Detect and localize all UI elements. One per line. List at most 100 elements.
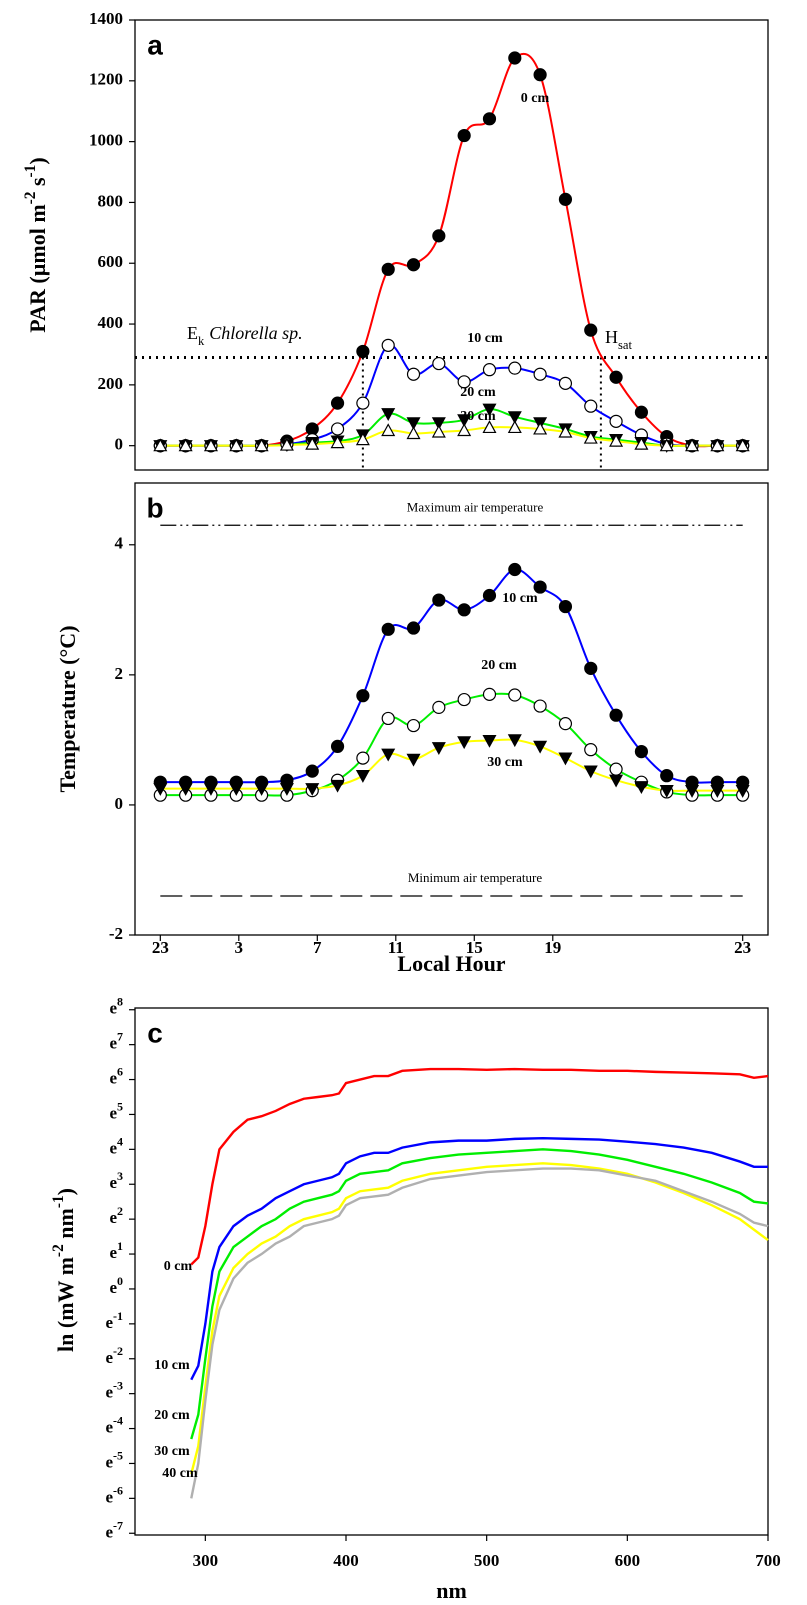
x-tick-label: 19 [544, 938, 561, 957]
y-tick-label: e-5 [105, 1448, 123, 1471]
tick-exponent: 3 [117, 1169, 123, 1183]
marker [406, 621, 421, 635]
series-line [160, 52, 743, 448]
marker [381, 622, 395, 636]
marker [330, 435, 345, 449]
x-tick-label: 15 [466, 938, 483, 957]
marker [634, 744, 649, 759]
tick-base: e [105, 1417, 113, 1436]
text-part: E [187, 323, 198, 343]
tick-base: e [109, 1208, 117, 1227]
tick-base: e [109, 1243, 117, 1262]
marker [533, 421, 548, 435]
marker [558, 599, 573, 614]
marker [685, 438, 700, 452]
tick-base: e [109, 999, 117, 1018]
marker [203, 438, 218, 452]
text-shifted: sat [618, 338, 632, 352]
hsat-label: Hsat [605, 327, 632, 352]
tick-exponent: 6 [117, 1064, 123, 1078]
marker [381, 748, 396, 762]
marker [609, 762, 623, 776]
marker [432, 356, 446, 371]
series-label: 40 cm [162, 1466, 198, 1481]
marker [431, 417, 446, 431]
marker [457, 414, 472, 428]
tick-exponent: 7 [117, 1029, 123, 1043]
tick-exponent: 4 [117, 1134, 123, 1148]
marker [356, 689, 370, 703]
series-label: 0 cm [164, 1259, 193, 1274]
marker [508, 688, 522, 702]
marker [482, 363, 497, 377]
y-tick-label: -2 [109, 924, 123, 943]
marker [735, 438, 750, 452]
marker [432, 229, 446, 243]
text-part: s [25, 177, 50, 192]
y-tick-label: e8 [109, 994, 123, 1017]
marker [609, 774, 624, 788]
y-axis-title: PAR (µmol m-2 s-1) [22, 157, 50, 332]
marker [153, 783, 168, 796]
y-tick-label: e0 [109, 1274, 123, 1297]
reference-label: Maximum air temperature [407, 499, 544, 514]
marker [381, 408, 396, 422]
marker [381, 262, 395, 276]
marker [457, 375, 471, 389]
marker [203, 783, 218, 796]
series-label: 20 cm [481, 658, 517, 673]
marker [482, 687, 497, 701]
marker [356, 344, 370, 359]
y-tick-label: 2 [115, 664, 124, 683]
marker [558, 424, 573, 438]
tick-exponent: -7 [113, 1518, 123, 1532]
plot-frame [134, 1007, 769, 1536]
marker [634, 405, 649, 419]
marker [432, 700, 446, 714]
x-tick-label: 11 [388, 938, 404, 957]
marker [153, 438, 168, 452]
marker [507, 420, 522, 434]
series-label: 30 cm [487, 755, 523, 770]
marker [634, 781, 649, 794]
marker [482, 734, 497, 748]
tick-base: e [105, 1452, 113, 1471]
series-line [160, 568, 743, 784]
marker [330, 739, 345, 753]
marker [533, 580, 547, 594]
marker [305, 783, 320, 796]
marker [710, 438, 725, 452]
ek-label: Ek Chlorella sp. [187, 323, 303, 348]
y-tick-label: e-7 [105, 1518, 123, 1541]
marker [583, 430, 598, 444]
marker [178, 438, 193, 452]
marker [279, 437, 294, 451]
marker [457, 603, 471, 617]
tick-base: e [105, 1522, 113, 1541]
tick-exponent: -6 [113, 1483, 123, 1497]
marker [558, 192, 573, 206]
y-tick-label: 800 [98, 191, 124, 210]
x-tick-label: 500 [474, 1551, 500, 1570]
text-shifted: -1 [50, 1195, 67, 1208]
tick-exponent: 5 [117, 1099, 123, 1113]
y-axis-title: Temperature (°C) [55, 625, 80, 792]
marker [533, 740, 548, 754]
marker [584, 661, 598, 675]
marker [381, 338, 395, 352]
y-axis-title: ln (mW m-2 nm-1) [50, 1188, 78, 1352]
marker [431, 742, 446, 755]
marker [457, 128, 471, 143]
marker [508, 51, 522, 65]
marker [432, 593, 446, 607]
tick-base: e [109, 1103, 117, 1122]
marker [356, 396, 370, 410]
tick-exponent: -1 [113, 1309, 123, 1323]
marker [584, 399, 598, 413]
marker [406, 417, 421, 431]
series-label: 20 cm [154, 1408, 190, 1423]
marker [482, 588, 497, 603]
marker [507, 411, 522, 425]
